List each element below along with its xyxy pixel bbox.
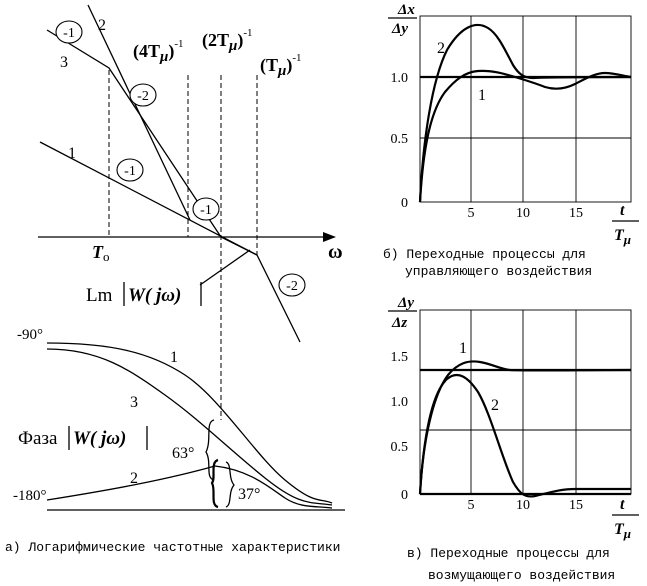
lm-asymptote-1 — [39, 141, 258, 256]
ytick-label: 1.0 — [391, 71, 409, 86]
curve-label-1: 1 — [68, 145, 76, 162]
y-axis-numerator: Δx — [397, 2, 415, 18]
y-axis-numerator: Δy — [397, 295, 414, 311]
response-curve-2 — [418, 374, 631, 498]
slope-badge: -2 — [129, 83, 157, 107]
freq-label-t: (Tμ)-1 — [260, 52, 302, 79]
response-curve-1 — [418, 69, 632, 203]
svg-text:-1: -1 — [63, 26, 75, 41]
lm-label: Lm — [86, 285, 113, 306]
panel-c-step-response: 1 2 1.5 1.0 0.5 0 5 10 15 Δy Δz t Tμ в) … — [388, 295, 639, 583]
xtick-label: 5 — [468, 498, 475, 513]
xtick-label: 5 — [468, 206, 475, 221]
x-axis-numerator: t — [620, 496, 625, 513]
phase-label: Фаза — [18, 428, 58, 449]
x-axis-numerator: t — [620, 202, 625, 219]
margin-63-label: 63° — [172, 445, 194, 462]
y-axis-denominator: Δy — [391, 21, 408, 37]
margin-brace-63 — [205, 419, 215, 481]
phase-curve-label-1: 1 — [170, 349, 178, 366]
omega-axis-arrow — [323, 232, 336, 242]
lm-asymptote-3 — [46, 29, 301, 343]
response-curve-1 — [418, 360, 632, 495]
curve-label-2: 2 — [491, 397, 499, 414]
margin-37-label: 37° — [238, 486, 260, 503]
lm-transfer: W( jω) — [128, 285, 181, 306]
caption-c-line1: в) Переходные процессы для — [407, 546, 610, 561]
ytick-label: 0 — [401, 488, 408, 503]
svg-text:-2: -2 — [286, 279, 298, 294]
phase-label-minus-90: -90° — [17, 327, 43, 343]
phase-label-minus-180: -180° — [13, 488, 47, 504]
slope-badge: -1 — [55, 20, 83, 44]
curve-label-2: 2 — [98, 17, 106, 34]
phase-curve-label-3: 3 — [130, 394, 138, 411]
caption-b-line2: управляющего воздействия — [405, 264, 592, 279]
slope-badge: -1 — [116, 158, 144, 182]
t0-label: To — [92, 242, 110, 264]
lm-asymptote-2 — [87, 4, 191, 221]
ytick-label: 0 — [401, 196, 408, 211]
caption-b-line1: б) Переходные процессы для — [383, 247, 586, 262]
caption-a: а) Логарифмические частотные характерист… — [5, 540, 340, 555]
freq-label-4t: (4Tμ)-1 — [133, 38, 184, 65]
x-axis-denominator: Tμ — [614, 227, 631, 247]
ytick-label: 0.5 — [391, 132, 409, 147]
plot-frame — [419, 15, 632, 203]
margin-brace-37-right — [225, 461, 235, 508]
x-axis-denominator: Tμ — [614, 521, 631, 541]
margin-brace-37-left — [210, 458, 219, 509]
ytick-label: 1.0 — [391, 395, 409, 410]
ytick-label: 0.5 — [391, 440, 409, 455]
svg-text:-1: -1 — [124, 164, 136, 179]
ytick-label: 1.5 — [391, 350, 409, 365]
phase-curve-label-2: 2 — [130, 470, 138, 487]
y-axis-denominator: Δz — [391, 315, 407, 331]
phase-curve-2 — [46, 465, 333, 509]
phase-curve-1 — [46, 342, 333, 504]
svg-text:-2: -2 — [137, 89, 149, 104]
plot-frame — [419, 309, 632, 495]
curve-label-2: 2 — [437, 40, 445, 57]
response-curve-2 — [418, 23, 632, 203]
xtick-label: 10 — [516, 206, 530, 221]
phase-curve-3 — [46, 348, 333, 506]
panel-b-step-response: 2 1 1.0 0.5 0 5 10 15 Δx Δy t Tμ б) Пере… — [383, 2, 639, 279]
curve-label-1: 1 — [478, 87, 486, 104]
freq-label-2t: (2Tμ)-1 — [202, 27, 253, 54]
phase-transfer: W( jω) — [73, 428, 126, 449]
xtick-label: 10 — [516, 498, 530, 513]
caption-c-line2: возмущающего воздействия — [428, 568, 615, 583]
svg-text:-1: -1 — [200, 203, 212, 218]
slope-badge: -1 — [192, 197, 220, 221]
omega-label: ω — [328, 241, 343, 263]
panel-a-bode-plot: ω 2 3 1 -1 -2 -1 -1 — [5, 4, 345, 555]
curve-label-3: 3 — [60, 54, 68, 71]
lm-leader-line — [199, 249, 251, 286]
xtick-label: 15 — [569, 206, 583, 221]
xtick-label: 15 — [569, 498, 583, 513]
slope-badge: -2 — [278, 273, 306, 297]
curve-label-1: 1 — [459, 340, 467, 357]
